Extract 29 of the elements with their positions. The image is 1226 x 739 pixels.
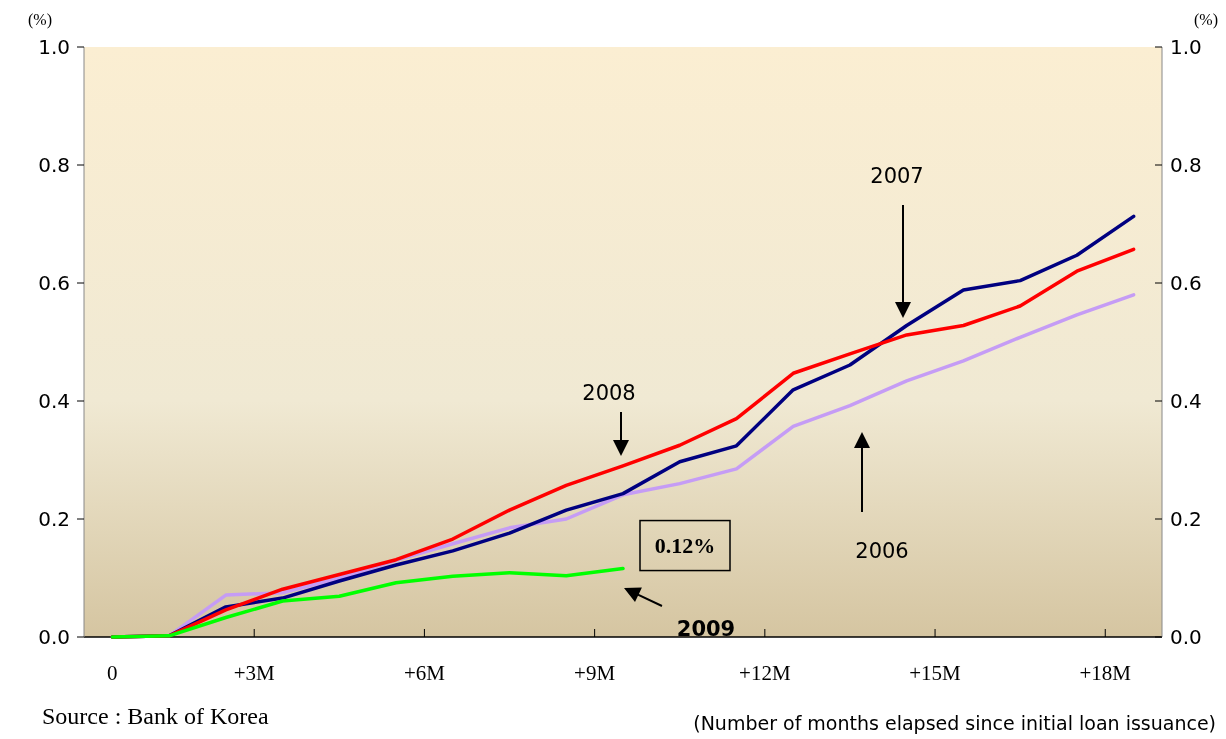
x-tick-label: +18M [1079, 661, 1132, 685]
y2-tick-label: 0.2 [1170, 507, 1202, 531]
x-tick-label: +6M [403, 661, 446, 685]
x-tick-label: +12M [739, 661, 791, 685]
y2-axis-title: (%) [1194, 11, 1218, 29]
annotation: 2006 [855, 539, 909, 563]
y-tick-label: 0.4 [38, 389, 70, 413]
y-tick-label: 0.8 [38, 153, 70, 177]
y-tick-label: 0.2 [38, 507, 70, 531]
y2-tick-label: 0.0 [1170, 625, 1202, 649]
y2-tick-label: 0.4 [1170, 389, 1202, 413]
source-note: Source : Bank of Korea [42, 703, 269, 729]
x-axis-title: (Number of months elapsed since initial loan issuance) [693, 712, 1216, 734]
y-tick-label: 1.0 [38, 35, 70, 59]
x-tick-label: +9M [574, 661, 616, 685]
y-tick-label: 0.0 [38, 625, 70, 649]
y2-tick-label: 1.0 [1170, 35, 1202, 59]
y-axis-title: (%) [28, 11, 52, 29]
annotation: 2009 [676, 617, 736, 641]
annotation: 2007 [870, 164, 924, 188]
x-tick-label: +3M [233, 661, 276, 685]
y2-tick-label: 0.6 [1170, 271, 1202, 295]
x-tick-label: +15M [909, 661, 962, 685]
line-series [110, 566, 625, 639]
x-tick-label: 0 [107, 661, 118, 685]
annotation: 2008 [582, 381, 636, 405]
y-tick-label: 0.6 [38, 271, 70, 295]
data-label: 0.12% [654, 532, 716, 558]
y2-tick-label: 0.8 [1170, 153, 1202, 177]
